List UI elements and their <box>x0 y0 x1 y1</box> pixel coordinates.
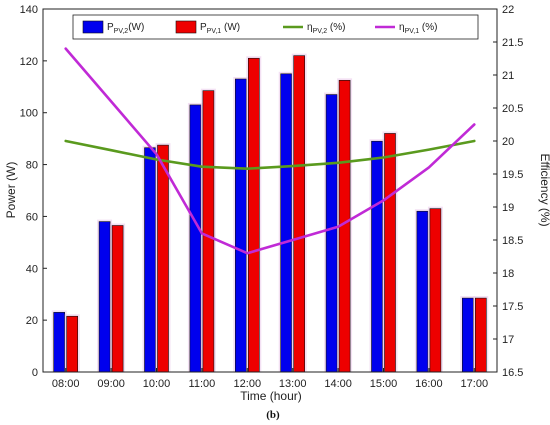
series-line <box>64 47 476 255</box>
y-tick-label: 40 <box>26 263 38 275</box>
y-tick-label: 20 <box>26 315 38 327</box>
axes: 0 20 40 60 80 100 120 140 16.5 17 17.5 18 18.5 19 19.5… <box>20 4 524 390</box>
y2-tick-label: 16.5 <box>502 367 523 379</box>
bar <box>235 78 247 373</box>
bar <box>280 73 293 373</box>
series-line <box>64 139 476 170</box>
y-tick-label: 100 <box>20 108 38 120</box>
legend-label: ηPV,2 (%) <box>307 22 345 35</box>
y2-tick-label: 21.5 <box>502 37 523 49</box>
x-tick-label: 13:00 <box>279 378 307 390</box>
bar <box>157 144 169 373</box>
y2-tick-label: 17 <box>502 334 514 346</box>
y2-axis-title: Efficiency (%) <box>538 153 550 226</box>
y-tick-label: 60 <box>26 211 38 223</box>
bar <box>461 297 474 373</box>
y2-tick-label: 20.5 <box>502 103 523 115</box>
bar <box>474 297 487 373</box>
x-tick-label: 14:00 <box>324 378 352 390</box>
bar <box>416 210 429 373</box>
y2-tick-label: 18.5 <box>502 235 523 247</box>
y-tick-label: 120 <box>20 56 38 68</box>
legend-label: ηPV,1 (%) <box>399 22 437 35</box>
y2-tick-label: 22 <box>502 4 514 16</box>
legend-swatch <box>82 20 104 34</box>
y-tick-label: 140 <box>20 4 38 16</box>
bar <box>66 315 78 373</box>
line-series <box>64 47 476 255</box>
bar <box>384 133 396 373</box>
x-tick-label: 16:00 <box>415 378 443 390</box>
y2-tick-label: 20 <box>502 136 514 148</box>
legend-box <box>72 14 479 40</box>
bar <box>325 94 338 373</box>
legend-swatch <box>175 20 197 34</box>
legend-label: PPV,1 (W) <box>200 22 240 35</box>
axes-frame <box>42 8 498 373</box>
y2-tick-label: 18 <box>502 268 514 280</box>
bar <box>144 147 156 373</box>
y2-tick-label: 17.5 <box>502 301 523 313</box>
bar <box>111 225 124 373</box>
y-tick-label: 80 <box>26 160 38 172</box>
bar <box>429 208 442 373</box>
y2-tick-label: 19.5 <box>502 169 523 181</box>
bar <box>248 57 260 373</box>
x-tick-label: 12:00 <box>234 378 262 390</box>
x-tick-label: 08:00 <box>52 378 80 390</box>
y2-tick-label: 21 <box>502 70 514 82</box>
x-axis-title: Time (hour) <box>240 389 302 403</box>
y-axis-title: Power (W) <box>4 162 18 219</box>
x-tick-label: 11:00 <box>189 378 216 390</box>
bar <box>371 140 383 373</box>
bar <box>293 55 306 373</box>
x-tick-label: 17:00 <box>461 378 489 390</box>
legend-label: PPV,2(W) <box>107 22 144 35</box>
x-tick-label: 15:00 <box>370 378 398 390</box>
y-tick-label: 0 <box>32 367 38 379</box>
bar <box>202 90 215 373</box>
bar <box>189 104 202 373</box>
bar <box>98 221 111 373</box>
legend: PPV,2(W) PPV,1 (W) ηPV,2 (%) ηPV,1 (%) <box>72 14 479 40</box>
y2-tick-label: 19 <box>502 202 514 214</box>
bar <box>53 312 66 373</box>
x-tick-label: 10:00 <box>143 378 171 390</box>
figure-caption: (b) <box>266 409 280 421</box>
x-tick-label: 09:00 <box>97 378 125 390</box>
